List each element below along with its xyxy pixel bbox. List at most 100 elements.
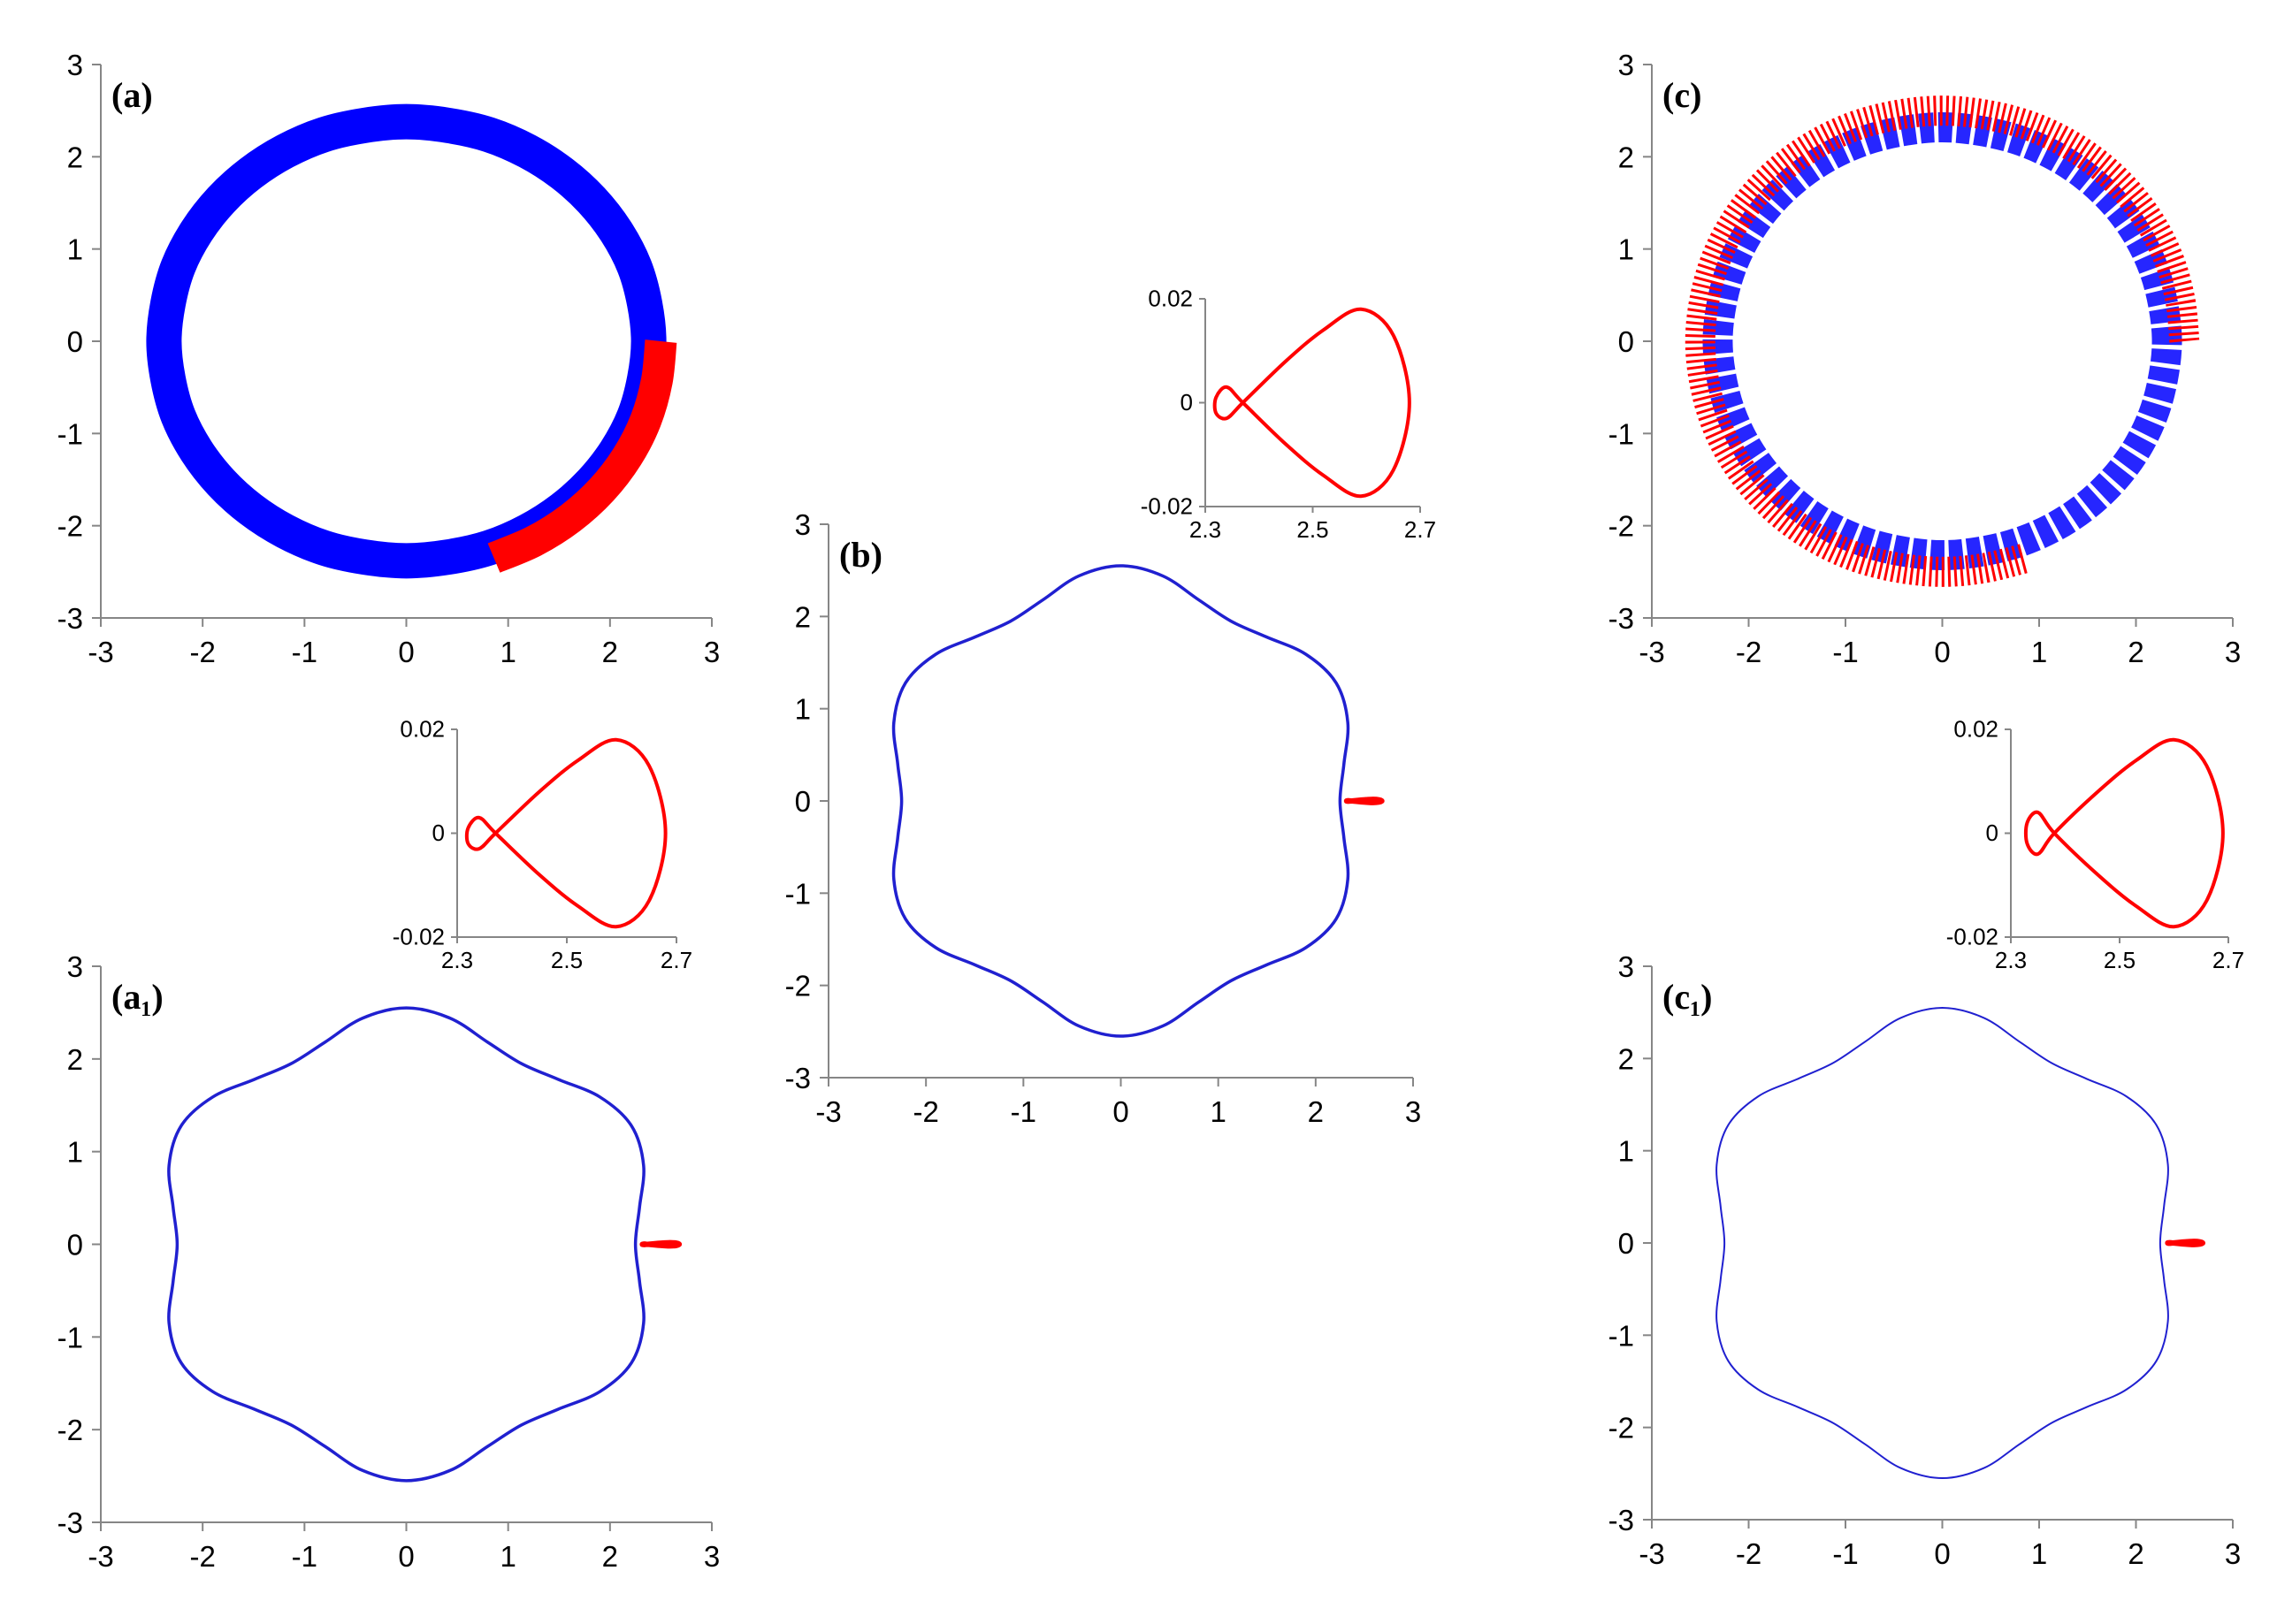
data-curve <box>1343 797 1385 805</box>
x-tick-label: 3 <box>1405 1095 1421 1128</box>
chart-panel: -3 -2 -1 0 1 2 3 -3 -2 -1 0 1 2 3 (a₁) <box>57 950 721 1573</box>
x-tick-label: 3 <box>2225 1537 2241 1570</box>
x-tick-label: 2.5 <box>2104 947 2136 973</box>
y-tick-label: -1 <box>57 417 83 450</box>
y-tick-label: 2 <box>1618 1042 1634 1075</box>
y-tick-label: 0 <box>1986 820 1998 846</box>
y-tick-label: -0.02 <box>1141 492 1193 519</box>
y-tick-label: -2 <box>785 970 811 1003</box>
y-tick-label: 0.02 <box>400 715 445 742</box>
x-tick-label: -2 <box>913 1095 938 1128</box>
y-tick-label: -3 <box>1608 602 1634 635</box>
inset-chart: 2.3 2.5 2.7 -0.02 0 0.02 <box>1141 285 1436 543</box>
x-tick-label: 1 <box>2031 1537 2047 1570</box>
y-tick-label: 1 <box>67 233 83 266</box>
x-tick-label: -3 <box>1639 1537 1664 1570</box>
y-tick-label: -3 <box>785 1062 811 1094</box>
y-tick-label: 3 <box>67 49 83 81</box>
y-tick-label: 0 <box>1181 389 1193 416</box>
x-tick-label: 3 <box>704 1540 720 1573</box>
y-tick-label: 2 <box>795 600 811 633</box>
y-tick-label: -3 <box>57 1506 83 1539</box>
x-tick-label: 0 <box>1112 1095 1128 1128</box>
panel-label: (c) <box>1662 75 1701 115</box>
data-curve <box>167 1006 646 1483</box>
x-tick-label: -1 <box>292 636 317 668</box>
x-tick-label: -3 <box>1639 636 1664 668</box>
x-tick-label: -1 <box>1832 636 1858 668</box>
chart-panel: -3 -2 -1 0 1 2 3 -3 -2 -1 0 1 2 3 (c₁) <box>1608 950 2242 1570</box>
x-tick-label: 2.5 <box>551 947 583 973</box>
x-tick-label: 2.7 <box>1404 516 1436 543</box>
x-tick-label: 3 <box>2225 636 2241 668</box>
y-tick-label: 2 <box>67 141 83 173</box>
chart-panel: -3 -2 -1 0 1 2 3 -3 -2 -1 0 1 2 3 (c) <box>1608 49 2242 668</box>
y-tick-label: -0.02 <box>1946 923 1998 949</box>
x-tick-label: 1 <box>500 636 516 668</box>
y-tick-label: 2 <box>67 1043 83 1076</box>
x-tick-label: 0 <box>398 1540 414 1573</box>
y-tick-label: 2 <box>1618 141 1634 173</box>
x-tick-label: 1 <box>2031 636 2047 668</box>
y-tick-label: 3 <box>67 950 83 983</box>
x-tick-label: -1 <box>1011 1095 1036 1128</box>
x-tick-label: 2.5 <box>1296 516 1328 543</box>
x-tick-label: 1 <box>500 1540 516 1573</box>
x-tick-label: 3 <box>704 636 720 668</box>
x-tick-label: -1 <box>292 1540 317 1573</box>
data-curve <box>464 737 668 929</box>
x-tick-label: -3 <box>88 1540 113 1573</box>
x-tick-label: 2.3 <box>1189 516 1221 543</box>
data-curve <box>1212 307 1411 499</box>
y-tick-label: 0 <box>1618 325 1634 358</box>
y-tick-label: 0 <box>67 1229 83 1262</box>
x-tick-label: 0 <box>1934 1537 1950 1570</box>
y-tick-label: 1 <box>67 1136 83 1169</box>
x-tick-label: -3 <box>815 1095 841 1128</box>
chart-panel: -3 -2 -1 0 1 2 3 -3 -2 -1 0 1 2 3 (a) <box>57 49 721 668</box>
y-tick-label: 1 <box>795 693 811 726</box>
y-tick-label: 0 <box>432 820 445 846</box>
y-tick-label: -1 <box>1608 417 1634 450</box>
y-tick-label: -1 <box>1608 1319 1634 1352</box>
panel-label: (a) <box>111 75 153 115</box>
data-curve <box>2165 1239 2206 1247</box>
data-curve <box>639 1239 683 1249</box>
y-tick-label: 0 <box>1618 1227 1634 1260</box>
x-tick-label: -2 <box>1736 636 1761 668</box>
y-tick-label: 0.02 <box>1148 285 1193 311</box>
x-tick-label: 2.3 <box>1995 947 2027 973</box>
chart-panel: -3 -2 -1 0 1 2 3 -3 -2 -1 0 1 2 3 (b) <box>785 508 1422 1128</box>
x-tick-label: 2.3 <box>441 947 473 973</box>
y-tick-label: -2 <box>57 1414 83 1446</box>
x-tick-label: 2 <box>1308 1095 1324 1128</box>
inset-chart: 2.3 2.5 2.7 -0.02 0 0.02 <box>1946 715 2244 973</box>
data-curve <box>2023 737 2225 929</box>
y-tick-label: 0 <box>67 325 83 358</box>
y-tick-label: -1 <box>57 1321 83 1353</box>
data-curve <box>1702 111 2182 571</box>
y-tick-label: 3 <box>1618 49 1634 81</box>
x-tick-label: 0 <box>398 636 414 668</box>
x-tick-label: 2.7 <box>661 947 692 973</box>
panel-label: (a₁) <box>111 977 164 1017</box>
y-tick-label: -2 <box>1608 1412 1634 1445</box>
y-tick-label: -3 <box>1608 1504 1634 1536</box>
y-tick-label: 3 <box>795 508 811 541</box>
y-tick-label: 3 <box>1618 950 1634 983</box>
panel-label: (b) <box>839 535 883 575</box>
x-tick-label: 2 <box>602 636 618 668</box>
x-tick-label: -1 <box>1832 1537 1858 1570</box>
y-tick-label: -0.02 <box>393 923 445 949</box>
y-tick-label: -2 <box>57 510 83 543</box>
y-tick-label: 0.02 <box>1953 715 1998 742</box>
y-tick-label: 1 <box>1618 233 1634 266</box>
x-tick-label: 2 <box>2128 1537 2143 1570</box>
x-tick-label: 2.7 <box>2212 947 2244 973</box>
data-curve <box>1715 1006 2169 1480</box>
x-tick-label: 0 <box>1934 636 1950 668</box>
x-tick-label: 2 <box>602 1540 618 1573</box>
x-tick-label: 2 <box>2128 636 2143 668</box>
x-tick-label: -2 <box>1736 1537 1761 1570</box>
